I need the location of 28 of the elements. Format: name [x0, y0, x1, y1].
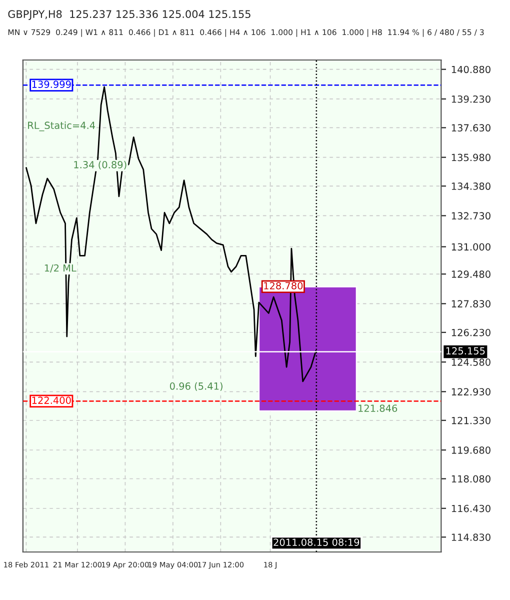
y-tick-label: 137.630: [452, 124, 490, 132]
ref-line-label: 125.155: [446, 347, 485, 355]
annotation: 0.96 (5.41): [170, 382, 222, 391]
y-tick-label: 116.430: [452, 504, 490, 512]
y-tick-label: 121.330: [452, 416, 490, 424]
y-tick-label: 127.830: [452, 300, 490, 308]
y-tick-label: 119.680: [452, 446, 490, 454]
y-tick-label: 134.380: [452, 182, 490, 190]
y-tick-label: 122.930: [452, 388, 490, 396]
y-tick-label: 140.880: [452, 66, 490, 74]
annotation: RL_Static=4.4: [28, 121, 96, 132]
chart-title: GBPJPY,H8 125.237 125.336 125.004 125.155: [8, 10, 250, 20]
annotation: 128.780: [264, 282, 303, 290]
y-tick-label: 139.230: [452, 95, 490, 103]
ref-line-label: 122.400: [32, 396, 71, 404]
ref-line-label: 2011.08.15 08:19: [274, 538, 360, 546]
y-tick-label: 118.080: [452, 475, 490, 483]
y-tick-label: 135.980: [452, 154, 490, 162]
y-tick-label: 132.730: [452, 212, 490, 220]
annotation: 121.846: [358, 404, 398, 412]
y-tick-label: 124.580: [452, 358, 490, 366]
ref-line-label: 139.999: [32, 80, 71, 88]
y-tick-label: 126.230: [452, 328, 490, 336]
y-tick-label: 131.000: [452, 243, 490, 251]
y-tick-label: 114.830: [452, 534, 490, 541]
y-tick-label: 129.480: [452, 270, 490, 278]
annotation: 1/2 ML: [44, 264, 76, 272]
annotation: 1.34 (0.89): [74, 160, 126, 170]
